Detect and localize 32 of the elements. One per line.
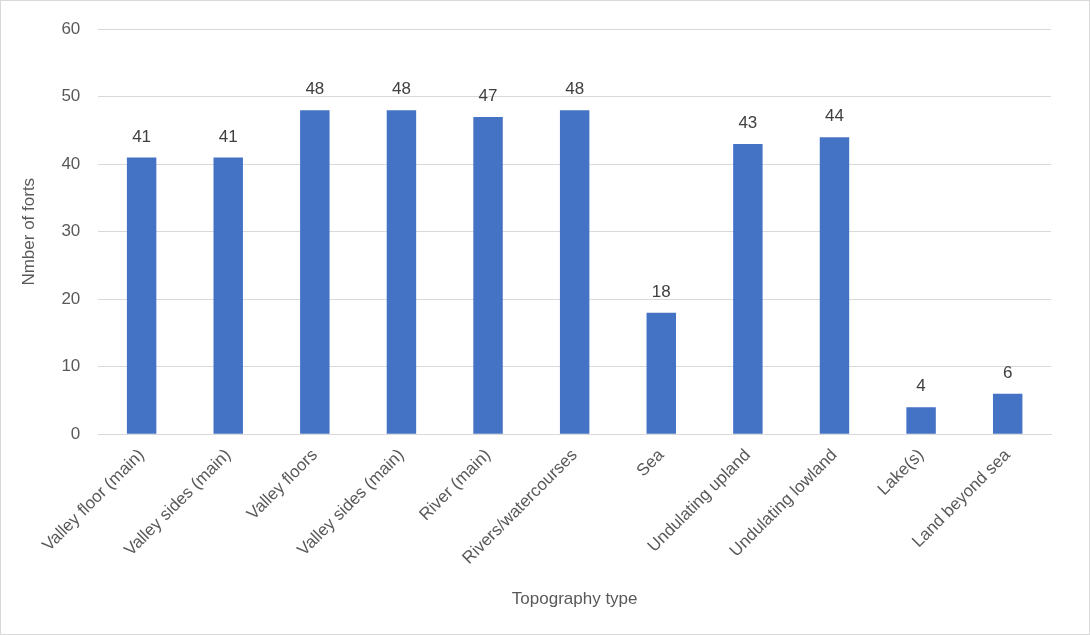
y-tick-label: 60	[61, 18, 81, 38]
y-tick-label: 30	[61, 221, 81, 241]
data-label: 41	[218, 126, 238, 146]
bar	[126, 157, 157, 434]
data-label: 18	[651, 281, 671, 301]
data-label: 41	[132, 126, 152, 146]
data-label: 48	[391, 79, 411, 99]
bar	[646, 312, 676, 434]
bar	[992, 393, 1023, 434]
data-label: 44	[825, 106, 844, 126]
data-label: 47	[478, 86, 498, 106]
y-tick-label: 20	[61, 288, 81, 308]
bar	[819, 137, 850, 434]
bar	[386, 110, 417, 434]
data-label: 4	[916, 376, 926, 396]
bar	[213, 157, 243, 434]
bar	[733, 143, 763, 434]
data-label: 6	[1002, 362, 1013, 382]
bar	[906, 407, 936, 434]
y-tick-label: 0	[70, 423, 81, 443]
data-label: 48	[565, 79, 585, 99]
y-tick-label: 40	[61, 153, 81, 173]
bar	[473, 116, 503, 434]
x-axis-title: Topography type	[511, 589, 638, 609]
y-axis-title: Nmber of forts	[18, 177, 38, 286]
data-label: 43	[738, 113, 758, 133]
y-tick-label: 50	[61, 86, 81, 106]
data-label: 48	[305, 79, 325, 99]
bar	[559, 110, 590, 434]
x-tick-label: Sea	[632, 444, 668, 481]
y-tick-label: 10	[61, 356, 81, 376]
bar	[300, 110, 330, 434]
